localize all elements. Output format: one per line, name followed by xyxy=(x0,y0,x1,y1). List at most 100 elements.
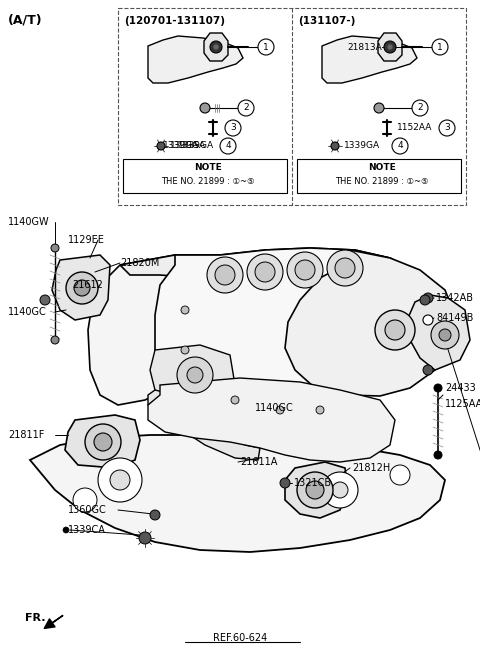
Text: 1125AA: 1125AA xyxy=(445,399,480,409)
Circle shape xyxy=(98,458,142,502)
Circle shape xyxy=(187,367,203,383)
Circle shape xyxy=(423,315,433,325)
Text: (120701-131107): (120701-131107) xyxy=(124,16,225,26)
Circle shape xyxy=(94,433,112,451)
Text: 1: 1 xyxy=(437,43,443,52)
Circle shape xyxy=(439,329,451,341)
Circle shape xyxy=(150,510,160,520)
Text: THE NO. 21899 : ①~⑤: THE NO. 21899 : ①~⑤ xyxy=(161,178,255,187)
Text: 3: 3 xyxy=(444,124,450,132)
Circle shape xyxy=(181,306,189,314)
Text: 21811F: 21811F xyxy=(8,430,44,440)
Circle shape xyxy=(276,406,284,414)
Polygon shape xyxy=(204,33,228,61)
Text: 1339GA: 1339GA xyxy=(344,141,380,151)
Circle shape xyxy=(51,336,59,344)
Circle shape xyxy=(332,482,348,498)
Circle shape xyxy=(110,470,130,490)
Text: 21612: 21612 xyxy=(72,280,103,290)
Circle shape xyxy=(387,44,393,50)
Circle shape xyxy=(335,258,355,278)
Text: 4: 4 xyxy=(397,141,403,151)
Circle shape xyxy=(231,396,239,404)
Circle shape xyxy=(392,138,408,154)
Text: 1140GW: 1140GW xyxy=(8,217,49,227)
Text: 1321CB: 1321CB xyxy=(294,478,332,488)
Circle shape xyxy=(431,321,459,349)
Text: 1: 1 xyxy=(263,43,269,52)
FancyBboxPatch shape xyxy=(123,159,287,193)
FancyArrowPatch shape xyxy=(44,616,63,628)
Text: 21820M: 21820M xyxy=(120,258,159,268)
Polygon shape xyxy=(285,250,455,396)
Circle shape xyxy=(412,100,428,116)
Circle shape xyxy=(375,310,415,350)
Circle shape xyxy=(66,272,98,304)
Circle shape xyxy=(157,142,165,150)
Circle shape xyxy=(225,120,241,136)
Circle shape xyxy=(432,39,448,55)
Polygon shape xyxy=(322,36,417,83)
Circle shape xyxy=(73,488,97,512)
Circle shape xyxy=(85,424,121,460)
Circle shape xyxy=(247,254,283,290)
Text: 84149B: 84149B xyxy=(436,313,473,323)
Circle shape xyxy=(423,293,433,303)
Text: 21812H: 21812H xyxy=(352,463,390,473)
Polygon shape xyxy=(30,435,445,552)
Text: 1339GA: 1339GA xyxy=(170,141,206,151)
Text: 1360GC: 1360GC xyxy=(68,505,107,515)
Circle shape xyxy=(238,100,254,116)
Circle shape xyxy=(200,103,210,113)
Circle shape xyxy=(63,527,69,533)
Circle shape xyxy=(139,532,151,544)
Text: (131107-): (131107-) xyxy=(298,16,355,26)
Text: 21813A: 21813A xyxy=(347,43,382,52)
Circle shape xyxy=(213,44,219,50)
Circle shape xyxy=(295,260,315,280)
Circle shape xyxy=(434,384,442,392)
Text: REF.60-624: REF.60-624 xyxy=(213,633,267,643)
Text: 1339CA: 1339CA xyxy=(68,525,106,535)
Text: 1342AB: 1342AB xyxy=(436,293,474,303)
Circle shape xyxy=(177,357,213,393)
Circle shape xyxy=(423,365,433,375)
FancyBboxPatch shape xyxy=(297,159,461,193)
Text: 1140GC: 1140GC xyxy=(255,403,294,413)
Text: 1140GC: 1140GC xyxy=(8,307,47,317)
Circle shape xyxy=(258,39,274,55)
Circle shape xyxy=(51,244,59,252)
Circle shape xyxy=(74,280,90,296)
Polygon shape xyxy=(285,462,348,518)
Circle shape xyxy=(322,472,358,508)
Polygon shape xyxy=(148,378,395,462)
Circle shape xyxy=(287,252,323,288)
Circle shape xyxy=(207,257,243,293)
Circle shape xyxy=(210,41,222,53)
Text: 1129EE: 1129EE xyxy=(68,235,105,245)
Circle shape xyxy=(255,262,275,282)
Text: 2: 2 xyxy=(417,103,423,113)
Circle shape xyxy=(297,472,333,508)
Circle shape xyxy=(215,265,235,285)
Text: NOTE: NOTE xyxy=(194,164,222,172)
Polygon shape xyxy=(88,255,245,405)
Circle shape xyxy=(220,138,236,154)
Circle shape xyxy=(390,465,410,485)
Text: 1339GA: 1339GA xyxy=(178,141,214,151)
Circle shape xyxy=(420,295,430,305)
Circle shape xyxy=(280,478,290,488)
Circle shape xyxy=(384,41,396,53)
Text: (A/T): (A/T) xyxy=(8,14,43,26)
Circle shape xyxy=(374,103,384,113)
Text: 2: 2 xyxy=(243,103,249,113)
Circle shape xyxy=(316,406,324,414)
Circle shape xyxy=(385,320,405,340)
Circle shape xyxy=(306,481,324,499)
Circle shape xyxy=(434,451,442,459)
Polygon shape xyxy=(150,345,235,408)
Circle shape xyxy=(40,295,50,305)
Polygon shape xyxy=(65,415,140,468)
Polygon shape xyxy=(120,248,415,295)
Polygon shape xyxy=(52,255,110,320)
